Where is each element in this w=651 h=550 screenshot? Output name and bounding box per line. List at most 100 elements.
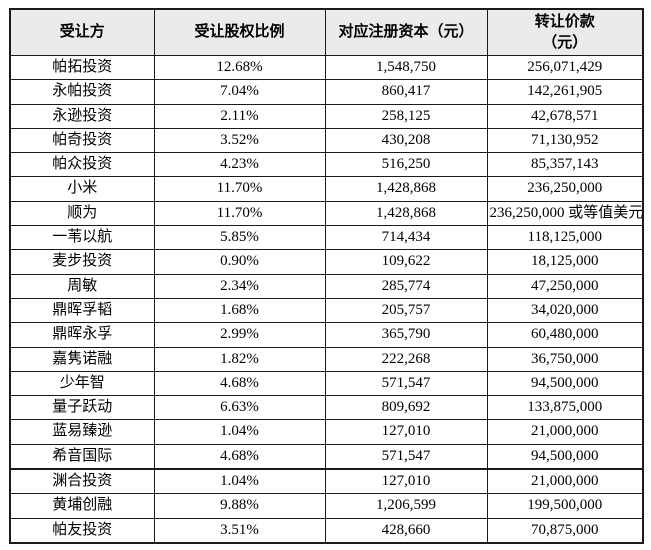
table-body: 帕拓投资 12.68% 1,548,750 256,071,429 永帕投资 7.04% 8… <box>9 54 644 544</box>
table-row: 帕众投资 4.23% 516,250 85,357,143 <box>9 152 644 178</box>
cell-registered-capital: 222,268 <box>324 346 488 372</box>
header-transfer-price: 转让价款 （元） <box>486 8 644 56</box>
cell-registered-capital: 860,417 <box>324 79 488 105</box>
cell-registered-capital: 1,548,750 <box>324 54 488 81</box>
table-row: 周敏 2.34% 285,774 47,250,000 <box>9 273 644 299</box>
cell-registered-capital: 109,622 <box>324 249 488 275</box>
cell-registered-capital: 1,428,868 <box>324 176 488 202</box>
cell-transferee: 黄埔创融 <box>9 493 155 519</box>
cell-transfer-price: 21,000,000 <box>486 468 644 495</box>
table-row: 少年智 4.68% 571,547 94,500,000 <box>9 370 644 397</box>
cell-registered-capital: 365,790 <box>324 322 488 348</box>
cell-transferee: 永逊投资 <box>9 103 155 129</box>
cell-transferee: 渊合投资 <box>9 468 155 495</box>
cell-transferee: 鼎晖孚韬 <box>9 297 155 324</box>
cell-registered-capital: 809,692 <box>324 395 488 421</box>
cell-transfer-price: 142,261,905 <box>486 79 644 105</box>
cell-transferee: 周敏 <box>9 273 155 299</box>
table-row: 麦步投资 0.90% 109,622 18,125,000 <box>9 249 644 275</box>
cell-equity-ratio: 2.99% <box>153 322 326 348</box>
cell-transferee: 少年智 <box>9 370 155 397</box>
table-row: 永帕投资 7.04% 860,417 142,261,905 <box>9 79 644 105</box>
table-row: 永逊投资 2.11% 258,125 42,678,571 <box>9 103 644 129</box>
cell-equity-ratio: 3.52% <box>153 127 326 154</box>
table-row: 黄埔创融 9.88% 1,206,599 199,500,000 <box>9 493 644 519</box>
table-row: 帕友投资 3.51% 428,660 70,875,000 <box>9 517 644 544</box>
cell-equity-ratio: 4.23% <box>153 152 326 178</box>
cell-registered-capital: 571,547 <box>324 443 488 470</box>
cell-transferee: 顺为 <box>9 200 155 227</box>
table-row: 鼎晖孚韬 1.68% 205,757 34,020,000 <box>9 297 644 324</box>
cell-equity-ratio: 4.68% <box>153 443 326 470</box>
cell-transfer-price: 18,125,000 <box>486 249 644 275</box>
cell-equity-ratio: 1.04% <box>153 419 326 445</box>
table-row: 希音国际 4.68% 571,547 94,500,000 <box>9 443 644 470</box>
cell-registered-capital: 571,547 <box>324 370 488 397</box>
table-row: 量子跃动 6.63% 809,692 133,875,000 <box>9 395 644 421</box>
table-row: 顺为 11.70% 1,428,868 236,250,000 或等值美元 <box>9 200 644 227</box>
header-transferee: 受让方 <box>9 8 155 56</box>
cell-transferee: 帕拓投资 <box>9 54 155 81</box>
header-row: 受让方 受让股权比例 对应注册资本（元） 转让价款 （元） <box>9 8 644 56</box>
cell-transferee: 小米 <box>9 176 155 202</box>
cell-registered-capital: 127,010 <box>324 468 488 495</box>
cell-registered-capital: 714,434 <box>324 225 488 251</box>
cell-transfer-price: 94,500,000 <box>486 370 644 397</box>
cell-registered-capital: 285,774 <box>324 273 488 299</box>
cell-transfer-price: 85,357,143 <box>486 152 644 178</box>
cell-equity-ratio: 11.70% <box>153 176 326 202</box>
cell-registered-capital: 258,125 <box>324 103 488 129</box>
table-row: 小米 11.70% 1,428,868 236,250,000 <box>9 176 644 202</box>
cell-transfer-price: 70,875,000 <box>486 517 644 544</box>
share-transfer-table: 受让方 受让股权比例 对应注册资本（元） 转让价款 （元） 帕拓投资 12.68%… <box>9 8 644 544</box>
cell-transfer-price: 118,125,000 <box>486 225 644 251</box>
cell-equity-ratio: 1.04% <box>153 468 326 495</box>
cell-transfer-price: 71,130,952 <box>486 127 644 154</box>
cell-registered-capital: 430,208 <box>324 127 488 154</box>
cell-registered-capital: 1,206,599 <box>324 493 488 519</box>
cell-transferee: 帕奇投资 <box>9 127 155 154</box>
cell-registered-capital: 127,010 <box>324 419 488 445</box>
cell-transfer-price: 199,500,000 <box>486 493 644 519</box>
cell-equity-ratio: 2.34% <box>153 273 326 299</box>
header-registered-capital: 对应注册资本（元） <box>324 8 488 56</box>
cell-transferee: 量子跃动 <box>9 395 155 421</box>
cell-equity-ratio: 6.63% <box>153 395 326 421</box>
cell-equity-ratio: 12.68% <box>153 54 326 81</box>
cell-equity-ratio: 11.70% <box>153 200 326 227</box>
cell-transfer-price: 36,750,000 <box>486 346 644 372</box>
cell-transfer-price: 236,250,000 <box>486 176 644 202</box>
cell-equity-ratio: 7.04% <box>153 79 326 105</box>
table-row: 鼎晖永孚 2.99% 365,790 60,480,000 <box>9 322 644 348</box>
cell-registered-capital: 1,428,868 <box>324 200 488 227</box>
cell-transferee: 嘉隽诺融 <box>9 346 155 372</box>
cell-equity-ratio: 4.68% <box>153 370 326 397</box>
header-equity-ratio: 受让股权比例 <box>153 8 326 56</box>
cell-equity-ratio: 0.90% <box>153 249 326 275</box>
cell-transferee: 帕众投资 <box>9 152 155 178</box>
cell-transferee: 希音国际 <box>9 443 155 470</box>
cell-transferee: 一苇以航 <box>9 225 155 251</box>
cell-transfer-price: 94,500,000 <box>486 443 644 470</box>
cell-equity-ratio: 2.11% <box>153 103 326 129</box>
cell-transfer-price: 133,875,000 <box>486 395 644 421</box>
cell-transfer-price: 60,480,000 <box>486 322 644 348</box>
header-transfer-price-line1: 转让价款 <box>534 13 595 30</box>
cell-transferee: 永帕投资 <box>9 79 155 105</box>
cell-transfer-price: 34,020,000 <box>486 297 644 324</box>
cell-transferee: 蓝易臻逊 <box>9 419 155 445</box>
cell-equity-ratio: 1.68% <box>153 297 326 324</box>
table-row: 嘉隽诺融 1.82% 222,268 36,750,000 <box>9 346 644 372</box>
cell-registered-capital: 205,757 <box>324 297 488 324</box>
cell-transfer-price: 42,678,571 <box>486 103 644 129</box>
cell-equity-ratio: 3.51% <box>153 517 326 544</box>
table-row: 帕奇投资 3.52% 430,208 71,130,952 <box>9 127 644 154</box>
cell-transferee: 麦步投资 <box>9 249 155 275</box>
table-row: 蓝易臻逊 1.04% 127,010 21,000,000 <box>9 419 644 445</box>
cell-registered-capital: 516,250 <box>324 152 488 178</box>
table-row: 渊合投资 1.04% 127,010 21,000,000 <box>9 468 644 495</box>
cell-transfer-price: 236,250,000 或等值美元 <box>486 200 644 227</box>
table-row: 帕拓投资 12.68% 1,548,750 256,071,429 <box>9 54 644 81</box>
cell-equity-ratio: 5.85% <box>153 225 326 251</box>
